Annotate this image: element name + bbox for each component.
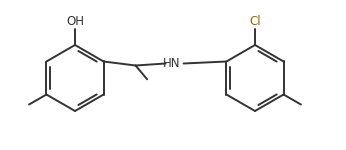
Text: HN: HN [163,57,180,70]
Text: Cl: Cl [249,15,261,28]
Text: OH: OH [66,15,84,28]
